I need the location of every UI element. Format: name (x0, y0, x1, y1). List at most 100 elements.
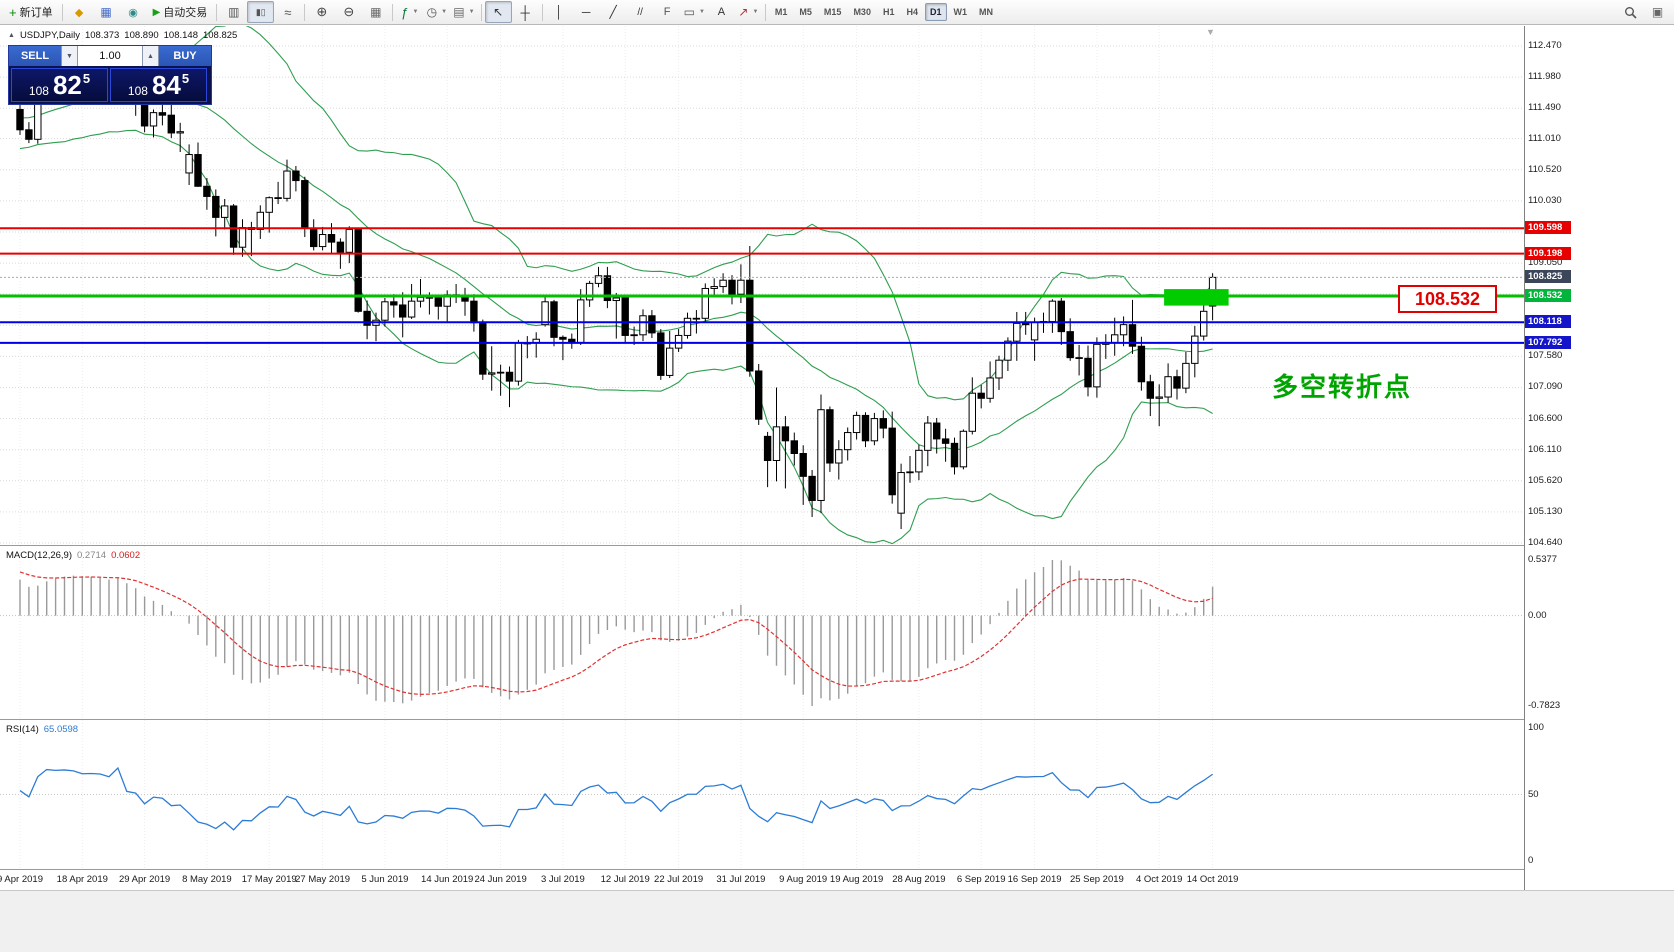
chart-list-icon[interactable]: ▲ (8, 32, 15, 39)
candle (354, 228, 362, 312)
timeframe-m5-button[interactable]: M5 (799, 7, 812, 17)
buy-price-big: 84 (151, 70, 181, 100)
price-annotation-box[interactable]: 108.532 (1398, 285, 1497, 313)
crosshair-tool-button[interactable]: ┼ (512, 1, 539, 23)
candle (149, 112, 158, 127)
buy-price-display[interactable]: 108 84 5 (110, 68, 207, 102)
timeframe-m30-button[interactable]: M30 (853, 7, 871, 17)
arrows-tool-button[interactable]: ↗ ▼ (735, 1, 762, 23)
cursor-tool-button[interactable]: ↖ (484, 1, 512, 23)
window-button[interactable]: ▣ (1644, 1, 1671, 23)
price-tick-label: 109.050 (1528, 257, 1563, 269)
bar-chart-mode-button[interactable]: ▥ (220, 1, 247, 23)
trendline-tool-button[interactable]: ╱ (600, 1, 627, 23)
metaeditor-button[interactable]: ◆ (66, 1, 93, 23)
candle (1119, 324, 1128, 336)
indicators-list-button[interactable]: ƒ ▼ (396, 1, 423, 23)
navigator-button[interactable]: ◉ (120, 1, 147, 23)
zoom-out-button[interactable]: ⊖ (335, 1, 362, 23)
periods-menu-button[interactable]: ◷ ▼ (423, 1, 450, 23)
macd-panel[interactable] (0, 546, 1524, 719)
channel-tool-button[interactable]: // (627, 1, 654, 23)
search-button[interactable] (1617, 1, 1644, 23)
new-order-button[interactable]: + 新订单 (3, 1, 59, 23)
candle (1137, 345, 1146, 383)
volume-increase-button[interactable]: ▲ (142, 46, 159, 66)
candle (577, 299, 585, 343)
zoom-in-icon: ⊕ (316, 4, 328, 19)
sell-button[interactable]: SELL (9, 46, 61, 66)
chevron-down-icon: ▼ (468, 9, 475, 15)
new-order-icon: + (9, 4, 17, 20)
rsi-value: 65.0598 (43, 724, 79, 735)
buy-price-pip: 5 (181, 71, 190, 86)
candle (924, 422, 932, 451)
panel-separator[interactable] (0, 719, 1674, 720)
volume-input[interactable] (78, 46, 142, 66)
autotrading-label: 自动交易 (163, 7, 208, 19)
chart-shift-marker[interactable]: ▼ (1206, 27, 1215, 37)
sell-price-display[interactable]: 108 82 5 (11, 68, 108, 102)
date-label: 22 Jul 2019 (654, 874, 704, 885)
toolbar-right-group: ▣ (1617, 1, 1671, 23)
timeframe-h1-button[interactable]: H1 (882, 7, 895, 17)
text-tool-button[interactable]: A (708, 1, 735, 23)
candle (746, 279, 754, 372)
candle (772, 426, 781, 461)
candle (950, 442, 959, 468)
price-tick-label: 112.470 (1528, 40, 1562, 51)
candle (666, 347, 674, 376)
candle (203, 185, 211, 197)
chevron-down-icon: ▼ (698, 9, 705, 15)
date-axis[interactable]: 9 Apr 2019 18 Apr 2019 29 Apr 2019 8 May 20… (0, 870, 1524, 890)
candle (603, 275, 612, 302)
candle (808, 475, 816, 501)
candlestick-mode-button[interactable]: ▮▯ (247, 1, 275, 23)
vertical-line-tool-button[interactable]: │ (546, 1, 573, 23)
candle (897, 472, 905, 514)
timeframe-m15-button[interactable]: M15 (823, 7, 842, 17)
candle (719, 279, 727, 288)
fibonacci-tool-button[interactable]: F (654, 1, 681, 23)
candle (835, 449, 843, 464)
main-chart[interactable] (0, 26, 1524, 545)
candle (790, 440, 798, 455)
resistance-tag-2: 109.198 (1525, 246, 1571, 260)
line-chart-mode-button[interactable]: ≈ (274, 1, 301, 23)
date-label: 5 Jun 2019 (361, 874, 409, 885)
date-label: 18 Apr 2019 (56, 874, 108, 885)
horizontal-line-tool-button[interactable]: ─ (573, 1, 600, 23)
date-label: 8 May 2019 (182, 874, 232, 885)
candle (212, 195, 220, 218)
rsi-panel[interactable] (0, 720, 1524, 869)
current-price-tag: 108.825 (1525, 270, 1571, 284)
timeframe-d1-button[interactable]: D1 (924, 3, 947, 21)
candle (755, 370, 763, 420)
toolbar: + 新订单 ◆ ▦ ◉ ▶ 自动交易 ▥ ▮▯ ≈ ⊕ ⊖ ▦ ƒ ▼ ◷ ▼ ▤ ▼ ↖ ┼ │ ─ ╱//F ▭ ▼ A ↗ ▼ M1… (0, 0, 1674, 25)
panel-separator[interactable] (0, 545, 1674, 546)
clock-icon: ◷ (426, 5, 438, 19)
timeframe-mn-button[interactable]: MN (979, 7, 993, 17)
shapes-tool-button[interactable]: ▭ ▼ (681, 1, 708, 23)
templates-menu-button[interactable]: ▤ ▼ (450, 1, 477, 23)
volume-decrease-button[interactable]: ▼ (61, 46, 78, 66)
timeframe-m1-button[interactable]: M1 (774, 7, 788, 17)
candle (559, 336, 567, 340)
price-axis[interactable]: 112.470 111.980 111.490 111.010 110.520 110.0… (1525, 26, 1674, 890)
bars-icon: ▥ (228, 5, 240, 19)
autotrading-button[interactable]: ▶ 自动交易 (147, 1, 214, 23)
candle (852, 414, 861, 434)
market-watch-button[interactable]: ▦ (93, 1, 120, 23)
bollinger-middle (19, 93, 1213, 451)
timeframe-h4-button[interactable]: H4 (906, 7, 918, 17)
buy-button[interactable]: BUY (159, 46, 211, 66)
open-value: 108.373 (84, 30, 120, 41)
zoom-in-button[interactable]: ⊕ (308, 1, 335, 23)
tile-windows-button[interactable]: ▦ (362, 1, 389, 23)
timeframe-w1-button[interactable]: W1 (953, 7, 968, 17)
turning-point-note[interactable]: 多空转折点 (1272, 372, 1413, 402)
highlight-rectangle-object[interactable] (1164, 289, 1229, 306)
macd-signal-value: 0.0602 (111, 550, 141, 561)
candles-layer (16, 50, 1217, 530)
new-order-label: 新订单 (19, 7, 53, 19)
